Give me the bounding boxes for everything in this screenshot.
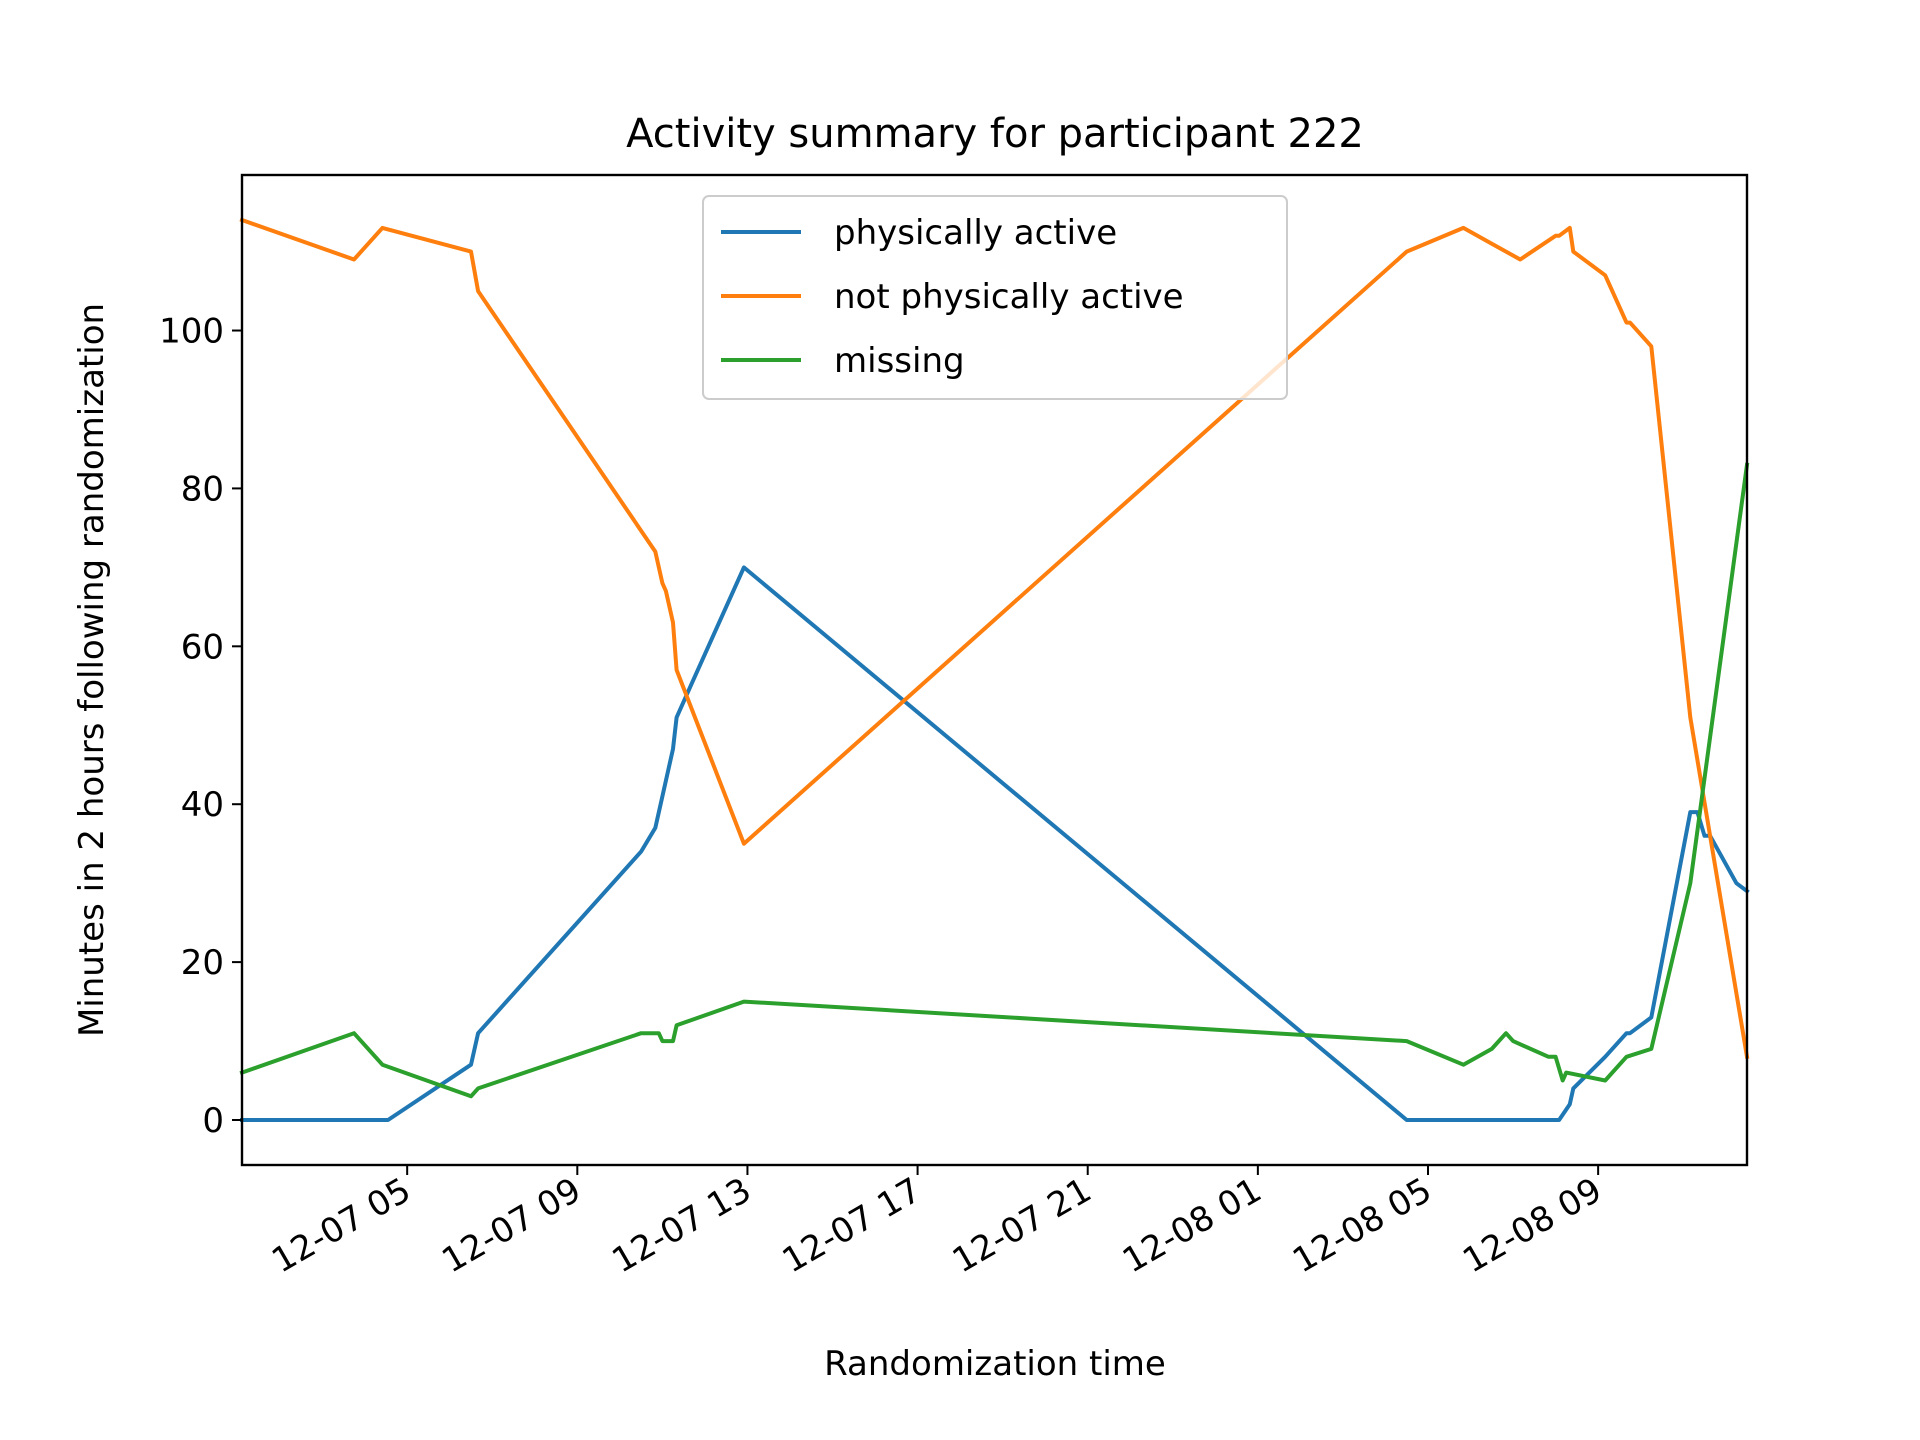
legend-frame [702, 195, 1288, 400]
y-tick-label: 80 [181, 469, 224, 509]
y-axis-label: Minutes in 2 hours following randomizati… [72, 303, 112, 1037]
y-tick-label: 40 [181, 785, 224, 825]
y-axis: 0 20 40 60 80 100 [159, 312, 242, 1141]
plot-frame [240, 173, 1749, 1167]
x-axis-label: Randomization time [824, 1344, 1166, 1384]
legend-label: missing [834, 341, 965, 381]
series-line-missing [239, 462, 1750, 1099]
y-tick-label: 60 [181, 627, 224, 667]
series-line-physically-active [240, 565, 1750, 1122]
series-layer [239, 217, 1750, 1122]
y-tick-label: 20 [181, 943, 224, 983]
legend-label: physically active [834, 213, 1117, 253]
y-tick-label: 100 [159, 312, 224, 352]
legend-label: not physically active [834, 277, 1184, 317]
chart-title: Activity summary for participant 222 [626, 111, 1364, 157]
legend-items: physically active not physically active mi… [721, 213, 1184, 381]
series-line-not-physically-active [239, 217, 1750, 1060]
legend: physically active not physically active mi… [702, 195, 1288, 400]
y-tick-label: 0 [202, 1101, 224, 1141]
